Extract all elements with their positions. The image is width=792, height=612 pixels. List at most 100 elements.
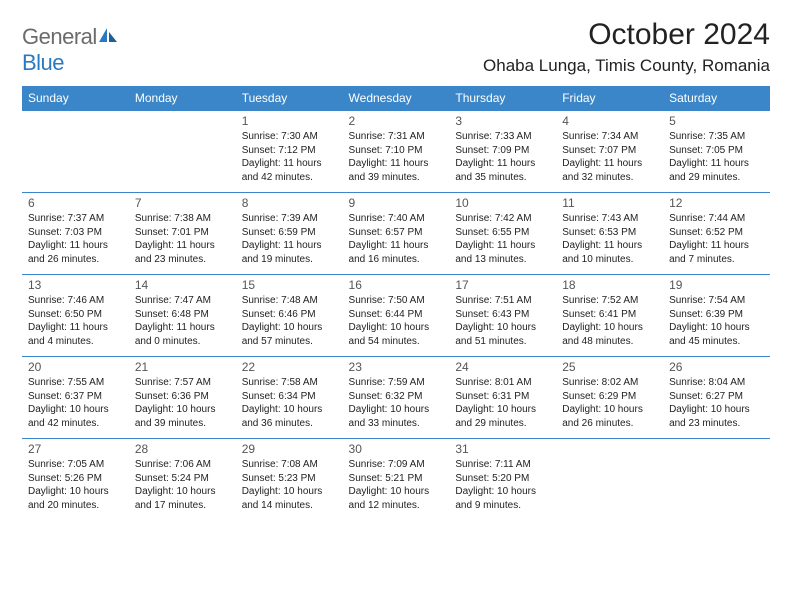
calendar-cell xyxy=(556,439,663,521)
sunrise-text: Sunrise: 7:43 AM xyxy=(562,212,657,226)
calendar-cell: 14Sunrise: 7:47 AMSunset: 6:48 PMDayligh… xyxy=(129,275,236,357)
sunset-text: Sunset: 5:20 PM xyxy=(455,472,550,486)
sunrise-text: Sunrise: 7:59 AM xyxy=(349,376,444,390)
day-header: Sunday xyxy=(22,86,129,111)
sunrise-text: Sunrise: 8:02 AM xyxy=(562,376,657,390)
daylight-text: and 29 minutes. xyxy=(669,171,764,185)
daylight-text: Daylight: 10 hours xyxy=(349,485,444,499)
day-number: 14 xyxy=(135,278,230,292)
calendar-week-row: 27Sunrise: 7:05 AMSunset: 5:26 PMDayligh… xyxy=(22,439,770,521)
sunset-text: Sunset: 6:29 PM xyxy=(562,390,657,404)
daylight-text: and 42 minutes. xyxy=(28,417,123,431)
day-header: Monday xyxy=(129,86,236,111)
sunrise-text: Sunrise: 8:04 AM xyxy=(669,376,764,390)
day-number: 5 xyxy=(669,114,764,128)
brand-name-part2: Blue xyxy=(22,50,64,75)
daylight-text: and 4 minutes. xyxy=(28,335,123,349)
daylight-text: and 29 minutes. xyxy=(455,417,550,431)
sunrise-text: Sunrise: 7:06 AM xyxy=(135,458,230,472)
calendar-cell: 23Sunrise: 7:59 AMSunset: 6:32 PMDayligh… xyxy=(343,357,450,439)
sunset-text: Sunset: 7:03 PM xyxy=(28,226,123,240)
sunrise-text: Sunrise: 7:52 AM xyxy=(562,294,657,308)
daylight-text: and 23 minutes. xyxy=(135,253,230,267)
sunset-text: Sunset: 6:55 PM xyxy=(455,226,550,240)
sunrise-text: Sunrise: 7:09 AM xyxy=(349,458,444,472)
sunrise-text: Sunrise: 7:38 AM xyxy=(135,212,230,226)
daylight-text: Daylight: 11 hours xyxy=(562,239,657,253)
calendar-cell: 20Sunrise: 7:55 AMSunset: 6:37 PMDayligh… xyxy=(22,357,129,439)
day-number: 28 xyxy=(135,442,230,456)
daylight-text: Daylight: 10 hours xyxy=(455,485,550,499)
day-number: 3 xyxy=(455,114,550,128)
daylight-text: Daylight: 10 hours xyxy=(135,485,230,499)
calendar-cell: 24Sunrise: 8:01 AMSunset: 6:31 PMDayligh… xyxy=(449,357,556,439)
daylight-text: and 51 minutes. xyxy=(455,335,550,349)
daylight-text: and 57 minutes. xyxy=(242,335,337,349)
sunset-text: Sunset: 6:50 PM xyxy=(28,308,123,322)
daylight-text: and 9 minutes. xyxy=(455,499,550,513)
day-header: Tuesday xyxy=(236,86,343,111)
sunrise-text: Sunrise: 7:47 AM xyxy=(135,294,230,308)
calendar-cell: 28Sunrise: 7:06 AMSunset: 5:24 PMDayligh… xyxy=(129,439,236,521)
calendar-cell: 13Sunrise: 7:46 AMSunset: 6:50 PMDayligh… xyxy=(22,275,129,357)
sunrise-text: Sunrise: 7:40 AM xyxy=(349,212,444,226)
sunset-text: Sunset: 5:26 PM xyxy=(28,472,123,486)
sunset-text: Sunset: 7:09 PM xyxy=(455,144,550,158)
sunrise-text: Sunrise: 7:58 AM xyxy=(242,376,337,390)
daylight-text: Daylight: 11 hours xyxy=(669,157,764,171)
daylight-text: Daylight: 10 hours xyxy=(242,485,337,499)
day-number: 22 xyxy=(242,360,337,374)
calendar-cell xyxy=(663,439,770,521)
calendar-week-row: 20Sunrise: 7:55 AMSunset: 6:37 PMDayligh… xyxy=(22,357,770,439)
calendar-table: SundayMondayTuesdayWednesdayThursdayFrid… xyxy=(22,86,770,521)
daylight-text: Daylight: 11 hours xyxy=(135,239,230,253)
calendar-week-row: 13Sunrise: 7:46 AMSunset: 6:50 PMDayligh… xyxy=(22,275,770,357)
day-number: 21 xyxy=(135,360,230,374)
calendar-cell: 9Sunrise: 7:40 AMSunset: 6:57 PMDaylight… xyxy=(343,193,450,275)
sunset-text: Sunset: 5:21 PM xyxy=(349,472,444,486)
sunrise-text: Sunrise: 7:31 AM xyxy=(349,130,444,144)
daylight-text: and 54 minutes. xyxy=(349,335,444,349)
calendar-cell: 26Sunrise: 8:04 AMSunset: 6:27 PMDayligh… xyxy=(663,357,770,439)
day-number: 24 xyxy=(455,360,550,374)
day-number: 19 xyxy=(669,278,764,292)
daylight-text: and 16 minutes. xyxy=(349,253,444,267)
daylight-text: and 48 minutes. xyxy=(562,335,657,349)
daylight-text: Daylight: 11 hours xyxy=(242,239,337,253)
calendar-cell: 25Sunrise: 8:02 AMSunset: 6:29 PMDayligh… xyxy=(556,357,663,439)
sunset-text: Sunset: 6:41 PM xyxy=(562,308,657,322)
daylight-text: and 0 minutes. xyxy=(135,335,230,349)
sunrise-text: Sunrise: 7:08 AM xyxy=(242,458,337,472)
calendar-body: 1Sunrise: 7:30 AMSunset: 7:12 PMDaylight… xyxy=(22,111,770,521)
calendar-cell: 11Sunrise: 7:43 AMSunset: 6:53 PMDayligh… xyxy=(556,193,663,275)
sunset-text: Sunset: 6:27 PM xyxy=(669,390,764,404)
daylight-text: and 20 minutes. xyxy=(28,499,123,513)
sunrise-text: Sunrise: 7:39 AM xyxy=(242,212,337,226)
calendar-cell: 15Sunrise: 7:48 AMSunset: 6:46 PMDayligh… xyxy=(236,275,343,357)
calendar-cell: 3 Sunrise: 7:33 AMSunset: 7:09 PMDaylight… xyxy=(449,111,556,193)
daylight-text: and 39 minutes. xyxy=(135,417,230,431)
daylight-text: Daylight: 10 hours xyxy=(28,485,123,499)
sunset-text: Sunset: 6:39 PM xyxy=(669,308,764,322)
daylight-text: Daylight: 10 hours xyxy=(135,403,230,417)
sunset-text: Sunset: 6:36 PM xyxy=(135,390,230,404)
sunrise-text: Sunrise: 7:33 AM xyxy=(455,130,550,144)
sunset-text: Sunset: 6:53 PM xyxy=(562,226,657,240)
calendar-week-row: 6Sunrise: 7:37 AMSunset: 7:03 PMDaylight… xyxy=(22,193,770,275)
daylight-text: Daylight: 11 hours xyxy=(242,157,337,171)
daylight-text: and 32 minutes. xyxy=(562,171,657,185)
daylight-text: Daylight: 11 hours xyxy=(562,157,657,171)
day-number: 29 xyxy=(242,442,337,456)
calendar-cell: 30Sunrise: 7:09 AMSunset: 5:21 PMDayligh… xyxy=(343,439,450,521)
day-number: 8 xyxy=(242,196,337,210)
daylight-text: and 39 minutes. xyxy=(349,171,444,185)
day-number: 10 xyxy=(455,196,550,210)
sunrise-text: Sunrise: 7:05 AM xyxy=(28,458,123,472)
daylight-text: Daylight: 11 hours xyxy=(135,321,230,335)
daylight-text: Daylight: 11 hours xyxy=(349,239,444,253)
sunrise-text: Sunrise: 7:44 AM xyxy=(669,212,764,226)
daylight-text: Daylight: 11 hours xyxy=(455,157,550,171)
sunset-text: Sunset: 6:34 PM xyxy=(242,390,337,404)
calendar-cell xyxy=(22,111,129,193)
brand-sail-icon xyxy=(97,26,119,44)
